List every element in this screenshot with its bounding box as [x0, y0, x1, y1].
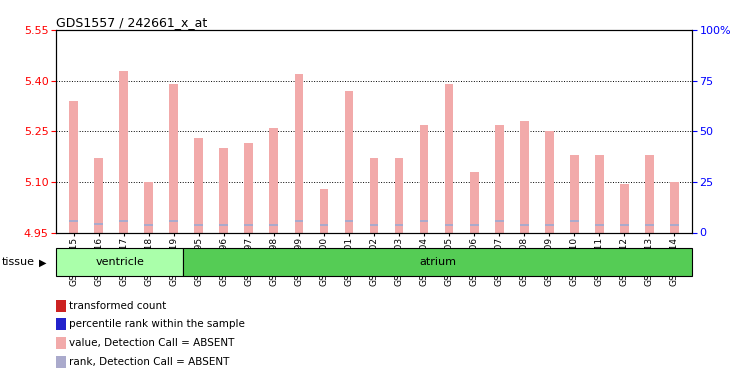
- Bar: [219, 148, 228, 232]
- Bar: [295, 74, 303, 232]
- Text: tissue: tissue: [1, 256, 34, 267]
- Text: ▶: ▶: [39, 258, 46, 268]
- Bar: [319, 189, 328, 232]
- Bar: [520, 224, 529, 226]
- Bar: [645, 155, 654, 232]
- Bar: [183, 248, 692, 276]
- Bar: [645, 224, 654, 226]
- Bar: [245, 143, 254, 232]
- Bar: [620, 184, 629, 232]
- Bar: [494, 124, 503, 232]
- Bar: [144, 224, 153, 226]
- Bar: [570, 155, 579, 232]
- Bar: [56, 356, 66, 368]
- Bar: [269, 224, 278, 226]
- Text: transformed count: transformed count: [70, 301, 167, 310]
- Bar: [420, 124, 429, 232]
- Bar: [119, 220, 128, 222]
- Bar: [345, 220, 353, 222]
- Bar: [56, 248, 183, 276]
- Bar: [144, 182, 153, 232]
- Bar: [395, 158, 403, 232]
- Bar: [94, 158, 103, 232]
- Bar: [670, 182, 678, 232]
- Text: ventricle: ventricle: [95, 256, 144, 267]
- Bar: [56, 318, 66, 330]
- Text: value, Detection Call = ABSENT: value, Detection Call = ABSENT: [70, 338, 235, 348]
- Bar: [56, 300, 66, 312]
- Bar: [670, 224, 678, 226]
- Bar: [445, 84, 453, 232]
- Bar: [570, 220, 579, 222]
- Bar: [94, 223, 103, 225]
- Bar: [194, 224, 203, 226]
- Bar: [245, 224, 254, 226]
- Text: GDS1557 / 242661_x_at: GDS1557 / 242661_x_at: [56, 16, 207, 29]
- Bar: [269, 128, 278, 232]
- Bar: [470, 224, 479, 226]
- Bar: [494, 220, 503, 222]
- Bar: [395, 224, 403, 226]
- Bar: [70, 101, 78, 232]
- Bar: [169, 84, 178, 232]
- Text: atrium: atrium: [419, 256, 456, 267]
- Bar: [545, 224, 554, 226]
- Bar: [595, 155, 604, 232]
- Text: percentile rank within the sample: percentile rank within the sample: [70, 320, 245, 329]
- Bar: [56, 337, 66, 349]
- Bar: [545, 131, 554, 232]
- Bar: [169, 220, 178, 222]
- Bar: [319, 224, 328, 226]
- Bar: [445, 224, 453, 226]
- Bar: [295, 220, 303, 222]
- Bar: [470, 172, 479, 232]
- Bar: [345, 91, 353, 232]
- Bar: [370, 224, 378, 226]
- Bar: [595, 224, 604, 226]
- Bar: [620, 224, 629, 226]
- Bar: [194, 138, 203, 232]
- Bar: [119, 70, 128, 232]
- Bar: [70, 220, 78, 222]
- Bar: [370, 158, 378, 232]
- Bar: [420, 220, 429, 222]
- Bar: [219, 224, 228, 226]
- Text: rank, Detection Call = ABSENT: rank, Detection Call = ABSENT: [70, 357, 230, 367]
- Bar: [520, 121, 529, 232]
